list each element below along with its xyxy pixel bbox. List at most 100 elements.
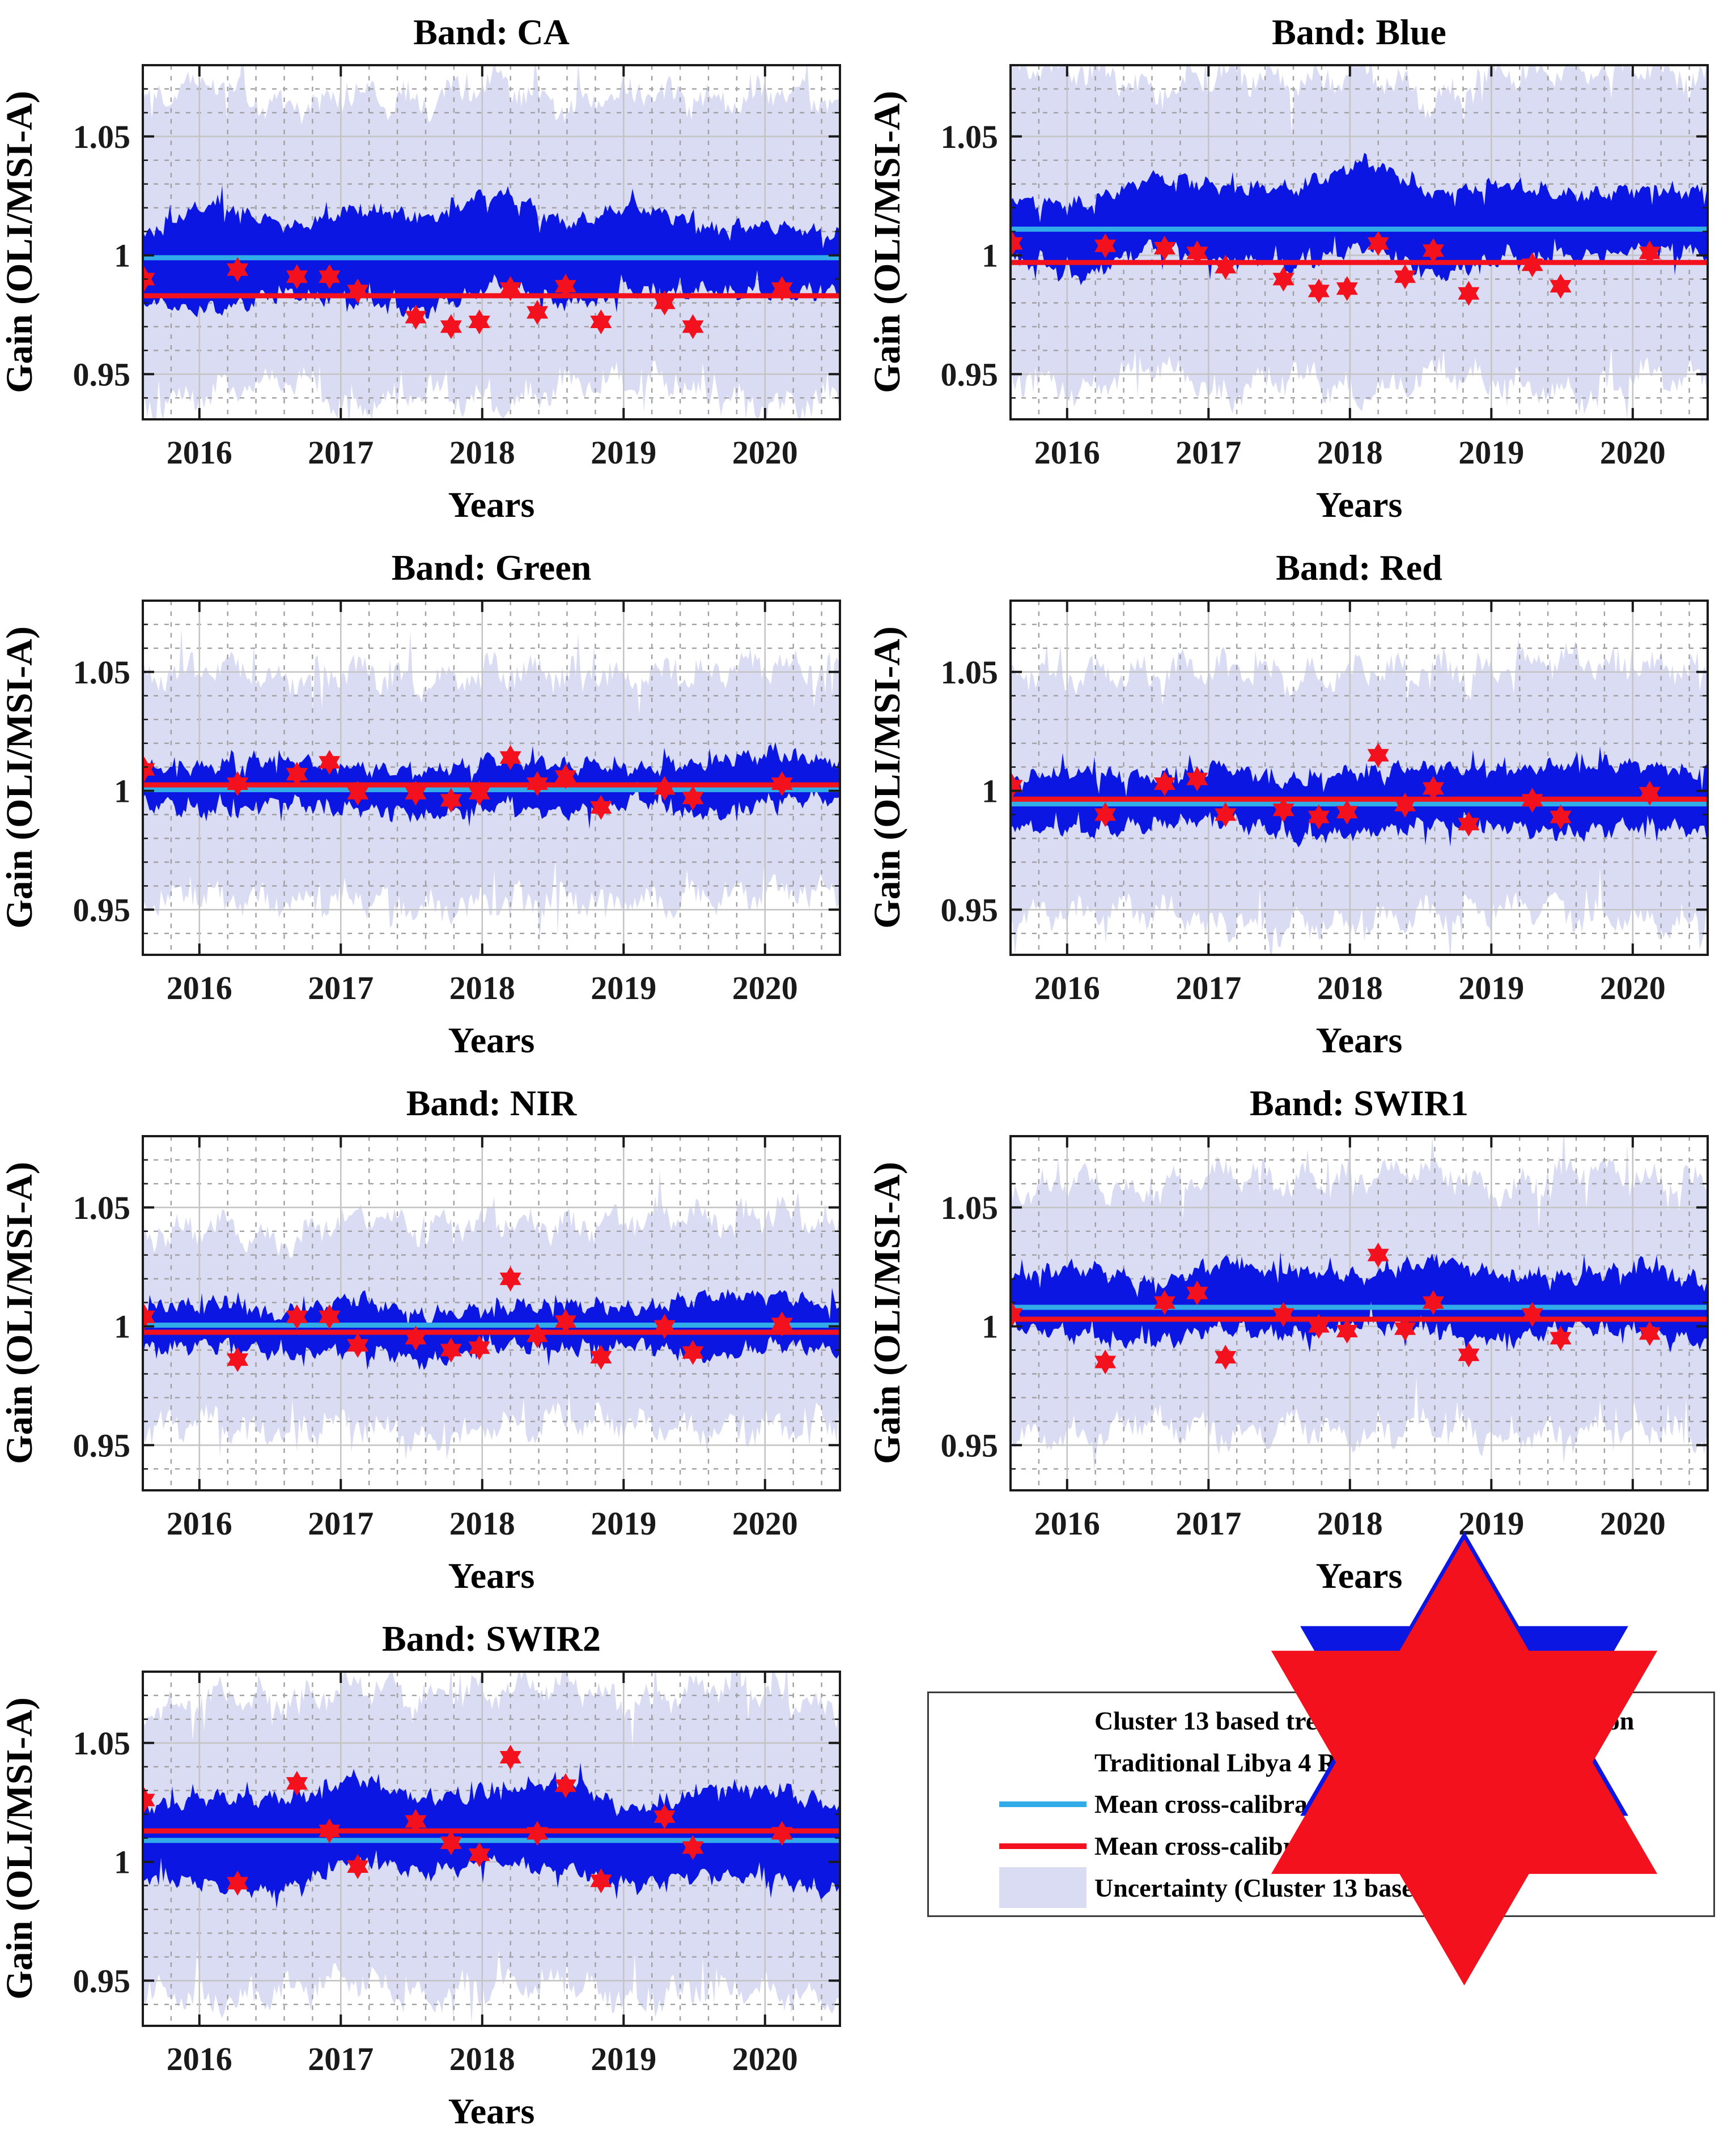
libya4-point xyxy=(499,745,521,770)
x-tick-label: 2017 xyxy=(308,434,373,471)
libya4-point xyxy=(590,309,612,334)
grid xyxy=(1011,601,1708,955)
libya4-point xyxy=(468,780,490,806)
libya4-point xyxy=(527,300,549,325)
libya4-point xyxy=(1394,792,1416,818)
x-tick-label: 2020 xyxy=(1600,434,1666,471)
libya4-point xyxy=(1521,788,1543,813)
libya4-point xyxy=(682,314,704,339)
x-tick-label: 2018 xyxy=(449,1505,515,1542)
red-line-swatch xyxy=(929,1825,1086,1867)
libya4-point xyxy=(1521,252,1543,278)
x-tick-label: 2016 xyxy=(1034,1505,1100,1542)
libya4-point xyxy=(1308,804,1330,830)
libya4-point xyxy=(1336,800,1358,825)
chart-band-green: Band: Green Gain (OLI/MSI-A) 0.95 1 1.05 2016… xyxy=(0,547,841,1060)
libya4-point xyxy=(468,1842,490,1867)
x-tick-label: 2020 xyxy=(732,970,798,1006)
x-axis-label: Years xyxy=(1316,484,1403,525)
libya4-point xyxy=(1094,1349,1117,1375)
libya4-point xyxy=(499,1266,521,1291)
y-tick-label: 1 xyxy=(114,1308,130,1345)
y-tick-label: 1.05 xyxy=(73,654,131,691)
libya4-point xyxy=(1550,274,1572,299)
libya4-point xyxy=(1422,1290,1444,1315)
axes xyxy=(142,1671,841,2027)
libya4-point xyxy=(319,1304,341,1329)
libya4-point xyxy=(1550,804,1572,830)
libya4-point xyxy=(590,1868,612,1894)
libya4-mean-line xyxy=(143,1329,840,1335)
libya4-point xyxy=(227,257,249,282)
libya4-mean-line xyxy=(143,293,840,299)
subplot-band-ca: Band: CA Gain (OLI/MSI-A) 0.95 1 1.05 2016 201… xyxy=(0,0,868,536)
libya4-point xyxy=(554,1309,576,1334)
libya4-point xyxy=(527,771,549,796)
libya4-point xyxy=(1367,231,1389,256)
libya4-point xyxy=(405,1809,427,1834)
x-tick-label: 2016 xyxy=(167,434,232,471)
libya4-point xyxy=(286,1304,308,1329)
y-tick-label: 1 xyxy=(982,237,998,274)
x-axis-label: Years xyxy=(448,1020,535,1060)
grid xyxy=(1011,1136,1708,1490)
libya4-point xyxy=(1094,233,1117,258)
y-axis-label: Gain (OLI/MSI-A) xyxy=(868,91,908,393)
cluster13-mean-line xyxy=(143,1838,840,1843)
chart-title: Band: Blue xyxy=(1272,12,1446,52)
y-axis-label: Gain (OLI/MSI-A) xyxy=(0,626,40,929)
libya4-point xyxy=(143,266,155,292)
libya4-point xyxy=(319,1818,341,1843)
libya4-point xyxy=(1639,780,1661,806)
libya4-mean-line xyxy=(143,1828,840,1834)
data-layer xyxy=(1011,1242,1708,1375)
cyan-line-swatch xyxy=(929,1783,1086,1825)
y-tick-label: 1 xyxy=(114,237,130,274)
libya4-point xyxy=(440,314,462,339)
libya4-point xyxy=(771,1311,793,1337)
libya4-point xyxy=(440,1337,462,1363)
y-tick-label: 0.95 xyxy=(73,1427,131,1464)
subplot-band-swir2: Band: SWIR2 Gain (OLI/MSI-A) 0.95 1 1.05 2016… xyxy=(0,1606,868,2142)
libya4-point xyxy=(1153,236,1175,261)
legend-item: Traditional Libya 4 ROI cross-calibratio… xyxy=(929,1539,1713,1986)
subplot-band-red: Band: Red Gain (OLI/MSI-A) 0.95 1 1.05 2016 20… xyxy=(868,536,1735,1071)
data-layer xyxy=(143,1745,840,1909)
cluster13-scatter-cloud xyxy=(1011,1251,1707,1353)
libya4-point xyxy=(1394,1316,1416,1341)
libya4-point xyxy=(1272,266,1294,292)
cluster13-mean-line xyxy=(1011,226,1708,232)
libya4-point xyxy=(1272,797,1294,823)
x-tick-label: 2019 xyxy=(1458,1505,1524,1542)
x-tick-label: 2019 xyxy=(591,2041,656,2077)
x-tick-label: 2016 xyxy=(1034,970,1100,1006)
x-axis-label: Years xyxy=(448,1556,535,1596)
y-axis-label: Gain (OLI/MSI-A) xyxy=(0,91,40,393)
subplot-band-swir1: Band: SWIR1 Gain (OLI/MSI-A) 0.95 1 1.05 2016… xyxy=(868,1071,1735,1606)
libya4-point xyxy=(1336,1319,1358,1344)
libya4-point xyxy=(1308,1314,1330,1339)
libya4-point xyxy=(1272,1302,1294,1327)
x-tick-label: 2018 xyxy=(1317,1505,1383,1542)
y-tick-label: 1.05 xyxy=(941,1189,999,1226)
libya4-point xyxy=(319,750,341,775)
libya4-point xyxy=(227,771,249,796)
y-tick-label: 1.05 xyxy=(73,1725,131,1762)
libya4-point xyxy=(554,274,576,299)
libya4-point xyxy=(1011,231,1023,256)
libya4-point xyxy=(590,794,612,820)
libya4-point xyxy=(1639,240,1661,266)
libya4-point xyxy=(771,276,793,301)
cluster13-scatter-cloud xyxy=(1011,152,1707,286)
axes xyxy=(142,1135,841,1491)
libya4-point xyxy=(405,304,427,330)
libya4-point xyxy=(227,1871,249,1896)
libya4-point xyxy=(468,1335,490,1361)
libya4-point xyxy=(347,278,369,304)
subplot-band-blue: Band: Blue Gain (OLI/MSI-A) 0.95 1 1.05 2016 2… xyxy=(868,0,1735,536)
libya4-point xyxy=(771,771,793,796)
libya4-point xyxy=(286,1771,308,1796)
chart-title: Band: Green xyxy=(392,547,592,588)
libya4-point xyxy=(227,1347,249,1372)
